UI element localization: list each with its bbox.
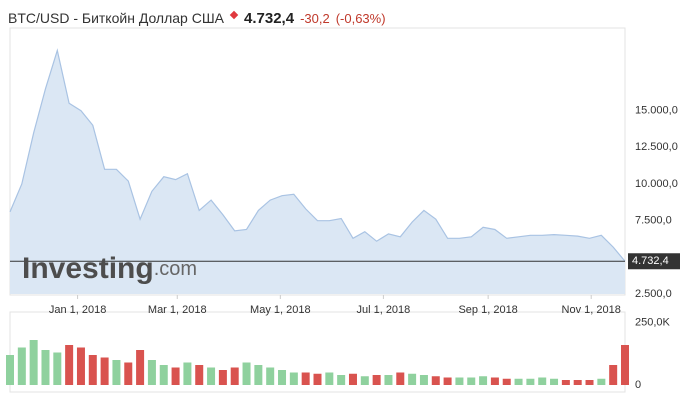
price-area [10,50,625,294]
volume-bar [278,370,287,385]
volume-bar [408,373,417,385]
y-tick-label: 15.000,0 [635,105,678,117]
volume-bar [266,367,275,385]
volume-bar [171,367,180,385]
volume-bar [502,378,511,385]
volume-bar [348,373,357,385]
plot-frame [9,27,626,296]
x-tick-label: Nov 1, 2018 [562,304,621,316]
price: 4.732,4 [244,9,295,27]
volume-bar [538,377,547,385]
x-tick-label: Sep 1, 2018 [458,304,517,316]
volume-bar [609,365,618,385]
volume-tick-label: 250,0K [635,316,671,328]
volume-bar [597,378,606,385]
volume-bar [17,347,26,385]
watermark: Investing.com [22,252,197,285]
volume-bar [207,367,216,385]
volume-bar [195,365,204,385]
volume-bar [136,350,145,385]
volume-bar [53,352,62,385]
volume-bar [443,377,452,385]
volume-bar [88,355,97,385]
volume-bar [360,376,369,385]
x-tick-label: Mar 1, 2018 [148,304,207,316]
volume-bar [561,380,570,385]
volume-bar [526,378,535,385]
volume-bar [514,378,523,385]
volume-bar [313,373,322,385]
volume-bar [396,372,405,385]
volume-bar [230,367,239,385]
area-layer [9,48,626,294]
price-line [9,48,626,262]
y-tick-label: 7.500,0 [635,215,672,227]
x-tick-label: Jul 1, 2018 [356,304,410,316]
last-price-label: 4.732,4 [632,255,669,267]
volume-bar [147,360,156,385]
volume-bar [621,345,629,385]
watermark-suffix: .com [154,258,197,280]
volume-bar [490,377,499,385]
volume-bar [254,365,263,385]
volume-bar [325,372,334,385]
volume-bar [384,375,393,385]
y-tick-label: 10.000,0 [635,178,678,190]
volume-bar [419,375,428,385]
header: BTC/USD - Биткойн Доллар США 4.732,4 -30… [8,6,386,30]
y-tick-label: 2.500,0 [635,288,672,300]
x-tick-label: Jan 1, 2018 [49,304,107,316]
volume-bar [431,376,440,385]
volume-bar [6,355,14,385]
volume-tick-label: 0 [635,379,641,391]
volume-bar [124,362,133,385]
volume-bar [159,365,168,385]
volume-bar [455,377,464,385]
volume-bar [337,375,346,385]
volume-bar [76,347,85,385]
volume-bar [29,340,38,385]
change-pct: (-0,63%) [335,10,386,26]
volume-bar [242,362,251,385]
down-icon [229,10,239,20]
volume-bar [550,378,559,385]
title: BTC/USD - Биткойн Доллар США [8,10,225,26]
watermark-main: Investing [22,252,154,285]
volume-bar [218,370,227,385]
change: -30,2 [300,10,330,26]
volume-bar [301,372,310,385]
volume-bar [467,377,476,385]
volume-bar [112,360,121,385]
y-tick-label: 12.500,0 [635,141,678,153]
volume-bar [372,375,381,385]
volume-bar [289,372,298,385]
volume-bar [573,380,582,385]
volume-bar [65,345,74,385]
volume-bar [41,350,50,385]
volume-bar [585,380,594,385]
volume-bar [100,357,109,385]
last-price-box [628,253,680,270]
volume-bar [183,362,192,385]
x-tick-label: May 1, 2018 [250,304,311,316]
volume-bar [479,376,488,385]
